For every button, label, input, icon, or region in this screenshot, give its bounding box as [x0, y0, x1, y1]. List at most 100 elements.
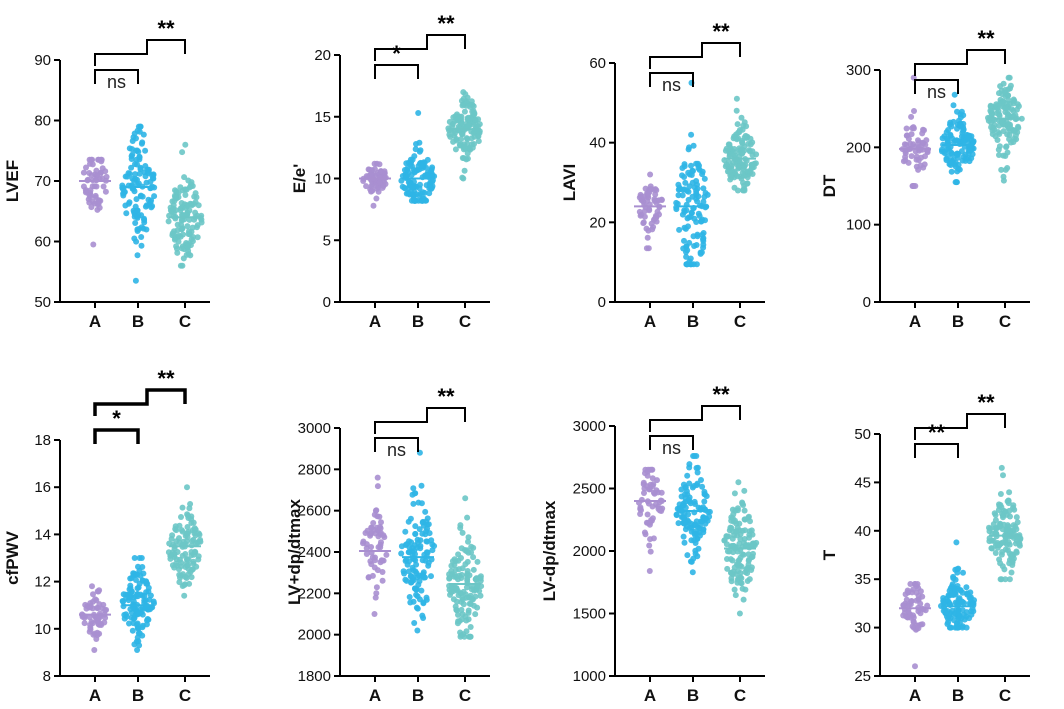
data-point-b	[695, 210, 702, 217]
data-point-a	[911, 108, 917, 114]
data-point-b	[401, 570, 408, 577]
data-point-c	[1018, 115, 1025, 122]
data-point-b	[688, 131, 695, 138]
data-point-c	[477, 592, 484, 599]
data-point-a	[646, 542, 653, 549]
data-point-a	[91, 200, 98, 207]
data-point-a	[373, 507, 380, 514]
data-point-a	[645, 466, 652, 473]
data-point-c	[169, 532, 176, 539]
data-point-c	[999, 539, 1006, 546]
data-point-a	[363, 551, 370, 557]
data-point-c	[174, 549, 181, 555]
data-point-b	[411, 197, 418, 204]
data-point-a	[647, 548, 654, 555]
data-point-c	[1000, 472, 1006, 479]
significance-label: **	[157, 366, 175, 391]
data-point-a	[370, 520, 377, 526]
data-point-b	[687, 255, 694, 262]
data-point-b	[954, 600, 961, 607]
data-point-b	[409, 156, 416, 163]
data-point-b	[698, 218, 705, 225]
data-point-b	[134, 647, 141, 653]
data-point-a	[90, 631, 97, 638]
data-point-b	[689, 569, 696, 576]
data-point-b	[943, 146, 950, 153]
data-point-c	[459, 596, 466, 603]
data-point-b	[960, 126, 967, 133]
data-point-c	[469, 108, 476, 115]
data-point-c	[165, 218, 172, 225]
data-point-c	[450, 138, 457, 145]
data-point-c	[731, 490, 738, 497]
y-tick-label: 80	[34, 113, 51, 130]
data-point-b	[128, 609, 135, 616]
data-point-b	[966, 134, 973, 141]
x-tick-label-b: B	[952, 312, 964, 331]
data-point-c	[992, 525, 999, 532]
significance-bracket	[914, 443, 959, 458]
data-point-c	[468, 98, 475, 105]
data-point-a	[100, 183, 107, 190]
data-point-b	[954, 154, 961, 161]
x-tick-label-c: C	[459, 686, 471, 705]
data-point-a	[908, 113, 915, 120]
data-point-c	[448, 562, 455, 569]
data-point-b	[406, 544, 413, 551]
data-point-b	[420, 615, 427, 621]
data-point-a	[642, 531, 649, 538]
data-point-c	[460, 155, 467, 162]
data-point-a	[372, 594, 379, 601]
y-axis-label: cfPWV	[3, 530, 22, 585]
data-point-b	[694, 160, 701, 167]
significance-label: **	[928, 420, 946, 445]
data-point-a	[907, 140, 914, 147]
data-point-c	[177, 184, 184, 191]
data-point-b	[955, 615, 962, 621]
data-point-b	[693, 453, 700, 459]
data-point-b	[414, 593, 421, 600]
significance-bracket	[649, 435, 694, 450]
y-axis-label: LAVI	[560, 164, 579, 201]
data-point-c	[183, 251, 190, 258]
significance-label: **	[437, 11, 455, 36]
significance-label: **	[712, 382, 730, 407]
data-point-b	[701, 491, 708, 498]
data-point-b	[131, 213, 138, 220]
data-point-b	[150, 171, 157, 178]
data-point-b	[964, 590, 971, 597]
data-point-b	[423, 594, 430, 601]
data-point-c	[1001, 566, 1008, 573]
data-point-b	[417, 543, 424, 549]
data-point-b	[130, 598, 137, 605]
x-tick-label-a: A	[369, 686, 381, 705]
data-point-b	[692, 532, 698, 538]
data-point-b	[960, 569, 966, 576]
data-point-c	[460, 588, 467, 595]
data-point-a	[365, 574, 372, 581]
x-tick-label-a: A	[644, 686, 656, 705]
data-point-a	[363, 183, 370, 190]
data-point-c	[177, 262, 184, 269]
data-point-b	[132, 220, 139, 226]
data-point-a	[641, 213, 648, 220]
data-point-c	[733, 95, 740, 102]
data-point-c	[747, 135, 754, 142]
data-point-a	[924, 602, 931, 609]
data-point-c	[996, 503, 1003, 510]
data-point-b	[418, 573, 425, 580]
x-tick-label-a: A	[89, 312, 101, 331]
data-point-c	[182, 574, 189, 580]
data-point-c	[183, 186, 190, 193]
data-point-b	[694, 480, 701, 487]
data-point-b	[123, 210, 130, 217]
y-tick-label: 2800	[298, 461, 331, 478]
y-tick-label: 8	[43, 668, 51, 685]
x-tick-label-a: A	[909, 686, 921, 705]
data-point-b	[135, 638, 142, 645]
data-point-c	[1004, 498, 1011, 505]
data-point-b	[684, 552, 691, 559]
data-point-b	[682, 179, 689, 186]
data-point-b	[694, 233, 701, 240]
data-point-c	[732, 507, 739, 514]
